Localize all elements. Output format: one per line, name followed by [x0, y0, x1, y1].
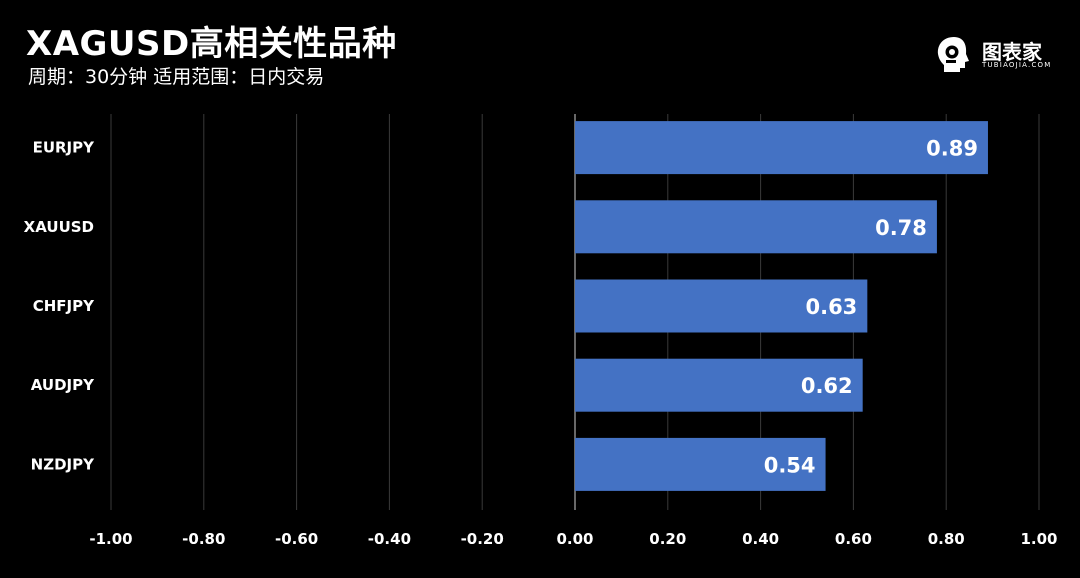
- category-label-nzdjpy: NZDJPY: [31, 455, 95, 473]
- chart-subtitle: 周期：30分钟 适用范围：日内交易: [28, 66, 325, 88]
- brand-tagline: TUBIAOJIA.COM: [982, 61, 1052, 69]
- category-label-eurjpy: EURJPY: [33, 139, 96, 157]
- value-label-eurjpy: 0.89: [926, 137, 978, 161]
- bar-nzdjpy: [575, 437, 826, 491]
- chart-title: XAGUSD高相关性品种: [26, 24, 397, 64]
- x-tick-label-8: 0.60: [835, 530, 872, 548]
- x-tick-label-10: 1.00: [1020, 530, 1057, 548]
- value-label-xauusd: 0.78: [875, 216, 927, 240]
- value-label-nzdjpy: 0.54: [764, 453, 816, 477]
- brand-name: 图表家: [982, 40, 1042, 64]
- brand-logo: 图表家 TUBIAOJIA.COM: [934, 34, 1050, 74]
- x-tick-label-3: -0.40: [368, 530, 411, 548]
- x-tick-label-6: 0.20: [649, 530, 686, 548]
- x-tick-label-0: -1.00: [89, 530, 132, 548]
- robot-head-logo-icon: [937, 37, 969, 72]
- category-label-audjpy: AUDJPY: [31, 376, 95, 394]
- bars: 0.89 0.78 0.63 0.62 0.54: [575, 121, 988, 491]
- category-labels: EURJPY XAUUSD CHFJPY AUDJPY NZDJPY: [24, 139, 95, 474]
- x-tick-label-9: 0.80: [928, 530, 965, 548]
- x-tick-label-5: 0.00: [556, 530, 593, 548]
- x-axis-tick-labels: -1.00 -0.80 -0.60 -0.40 -0.20 0.00 0.20 0.40 0.6…: [89, 530, 1057, 548]
- value-label-chfjpy: 0.63: [805, 295, 857, 319]
- category-label-chfjpy: CHFJPY: [33, 297, 95, 315]
- bar-xauusd: [575, 200, 937, 254]
- bar-chfjpy: [575, 279, 868, 333]
- x-tick-label-1: -0.80: [182, 530, 225, 548]
- x-tick-label-2: -0.60: [275, 530, 318, 548]
- value-label-audjpy: 0.62: [801, 374, 853, 398]
- bar-eurjpy: [575, 121, 988, 175]
- bar-audjpy: [575, 358, 863, 412]
- x-tick-label-4: -0.20: [461, 530, 504, 548]
- x-tick-label-7: 0.40: [742, 530, 779, 548]
- category-label-xauusd: XAUUSD: [24, 218, 94, 236]
